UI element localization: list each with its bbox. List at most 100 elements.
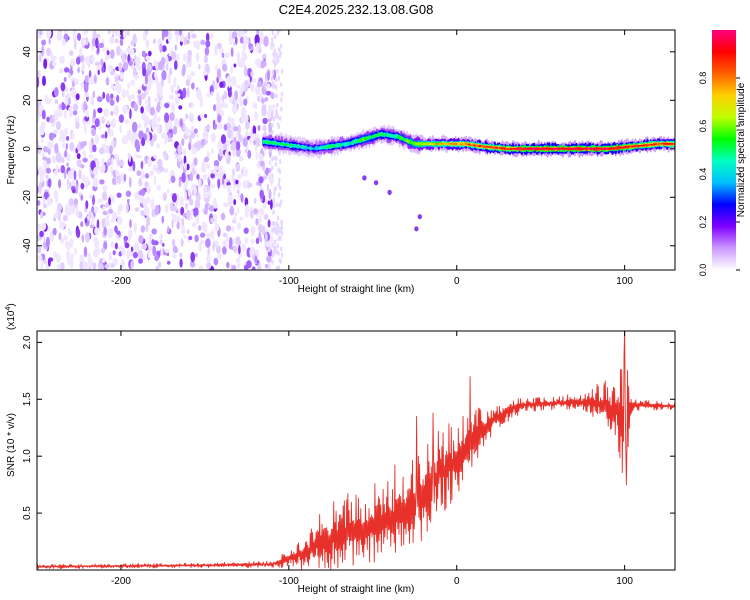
noise-speck [232, 98, 235, 106]
noise-speck [164, 153, 169, 161]
noise-speck [259, 31, 264, 39]
noise-speck [116, 45, 121, 56]
noise-speck [237, 263, 241, 269]
noise-speck [40, 259, 43, 270]
noise-speck [230, 76, 237, 87]
noise-speck [163, 30, 169, 38]
noise-speck [126, 30, 130, 36]
noise-speck [230, 47, 234, 58]
noise-speck [156, 184, 161, 191]
noise-speck [38, 186, 42, 194]
noise-speck [163, 168, 169, 173]
noise-speck [206, 262, 212, 270]
noise-speck [202, 185, 207, 195]
noise-speck [210, 91, 214, 96]
noise-speck [110, 164, 114, 176]
noise-speck [173, 117, 180, 129]
noise-speck [203, 55, 208, 64]
noise-speck [191, 33, 197, 39]
noise-speck [76, 56, 81, 65]
noise-speck [258, 153, 264, 161]
noise-speck [82, 157, 88, 163]
noise-speck [268, 122, 273, 133]
y-tick-label: 2.0 [22, 335, 33, 349]
noise-speck [271, 122, 274, 128]
noise-speck [242, 180, 248, 189]
noise-speck [183, 162, 187, 170]
noise-speck [88, 154, 94, 159]
noise-speck [138, 178, 142, 187]
noise-speck [75, 121, 80, 130]
noise-speck [161, 242, 165, 247]
noise-speck [85, 200, 89, 210]
noise-speck [118, 114, 124, 123]
noise-speck [116, 94, 119, 103]
secondary-track [362, 175, 422, 232]
colorbar-tick-label: 0.6 [698, 120, 708, 133]
noise-speck [80, 182, 85, 190]
noise-speck [112, 169, 116, 178]
noise-speck [277, 167, 280, 173]
noise-speck [266, 183, 270, 192]
noise-speck [58, 232, 62, 241]
noise-speck [251, 266, 256, 270]
noise-speck [116, 83, 122, 94]
noise-speck [106, 120, 110, 126]
noise-speck [202, 70, 208, 76]
noise-speck [231, 103, 238, 115]
noise-speck [242, 43, 247, 50]
noise-speck [60, 262, 65, 270]
noise-speck [144, 73, 148, 85]
noise-speck [172, 125, 178, 135]
noise-speck [37, 245, 42, 254]
noise-speck [146, 184, 152, 194]
noise-speck [96, 219, 100, 229]
noise-speck [143, 119, 147, 127]
noise-speck [53, 87, 59, 97]
noise-speck [164, 248, 170, 253]
noise-speck [63, 30, 68, 33]
noise-speck [238, 134, 243, 143]
noise-speck [147, 250, 151, 259]
noise-speck [228, 34, 234, 45]
noise-speck [63, 128, 69, 136]
noise-speck [164, 102, 170, 109]
noise-speck [249, 132, 253, 137]
noise-speck [168, 179, 172, 185]
noise-speck [108, 228, 114, 237]
noise-speck [280, 199, 283, 205]
noise-speck [145, 196, 151, 204]
noise-speck [179, 163, 183, 170]
noise-speck [141, 137, 146, 147]
noise-speck [84, 217, 88, 224]
noise-speck [54, 143, 59, 154]
noise-speck [229, 117, 235, 124]
snr-frame [36, 330, 676, 571]
noise-speck [233, 199, 237, 206]
noise-speck [274, 113, 277, 119]
noise-speck [110, 93, 114, 99]
frequency-ridge [262, 124, 675, 160]
noise-speck [153, 97, 160, 103]
noise-speck [275, 265, 279, 270]
noise-speck [110, 83, 114, 89]
noise-speck [47, 178, 52, 188]
noise-speck [186, 128, 192, 134]
noise-speck [274, 161, 278, 167]
noise-speck [155, 266, 159, 270]
noise-speck [277, 236, 280, 242]
snr-series-line [37, 331, 675, 570]
noise-speck [67, 227, 71, 236]
noise-speck [252, 125, 257, 136]
noise-speck [241, 107, 247, 116]
noise-speck [130, 40, 135, 46]
noise-speck [184, 191, 188, 202]
noise-speck [42, 197, 46, 206]
noise-speck [250, 83, 255, 92]
noise-speck [217, 122, 223, 130]
noise-speck [273, 239, 276, 245]
noise-speck [137, 65, 142, 72]
noise-speck [110, 111, 114, 116]
noise-speck [242, 166, 245, 172]
noise-speck [39, 230, 44, 238]
